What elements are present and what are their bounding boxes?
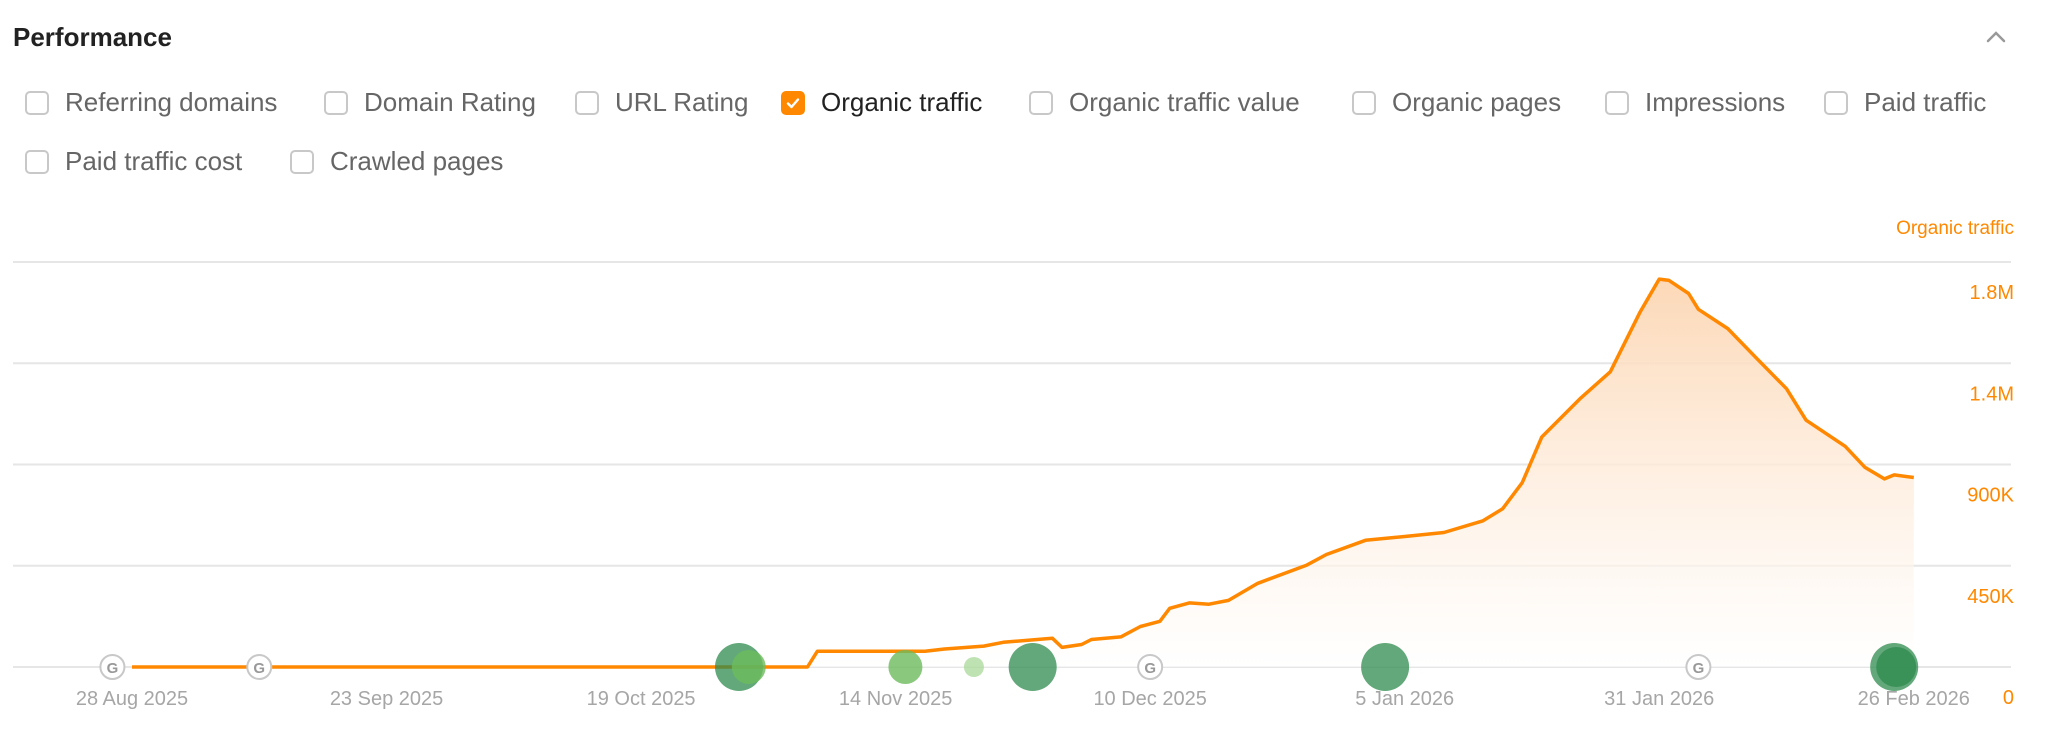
checkbox-icon[interactable] — [1605, 90, 1629, 115]
google-update-icon — [246, 654, 273, 680]
metric-label: Paid traffic cost — [65, 146, 243, 176]
section-title: Performance — [13, 22, 172, 52]
event-marker — [1876, 647, 1917, 687]
metric-checkbox-organic-traffic-value[interactable]: Organic traffic value — [1029, 87, 1300, 118]
metric-checkbox-paid-traffic[interactable]: Paid traffic — [1824, 87, 1986, 118]
metric-checkbox-paid-traffic-cost[interactable]: Paid traffic cost — [25, 146, 242, 177]
x-tick-label: 31 Jan 2026 — [1604, 688, 1714, 710]
x-tick-label: 28 Aug 2025 — [76, 688, 188, 710]
event-marker — [731, 650, 766, 684]
area-fill — [132, 279, 1914, 667]
x-tick-label: 26 Feb 2026 — [1858, 688, 1970, 710]
checkbox-icon[interactable] — [25, 149, 49, 174]
checkbox-icon[interactable] — [324, 90, 348, 115]
metric-label: Organic traffic — [821, 87, 983, 117]
event-marker — [1361, 643, 1410, 691]
google-g-glyph: G — [107, 660, 119, 677]
x-tick-label: 23 Sep 2025 — [330, 688, 443, 710]
checkbox-checked-icon[interactable] — [781, 90, 805, 115]
metric-label: Domain Rating — [364, 87, 536, 117]
checkbox-icon[interactable] — [1029, 90, 1053, 115]
y-tick-label: 1.8M — [1970, 282, 2014, 304]
metric-checkbox-domain-rating[interactable]: Domain Rating — [324, 87, 536, 118]
event-marker — [888, 650, 923, 684]
metric-checkbox-crawled-pages[interactable]: Crawled pages — [290, 146, 503, 177]
x-tick-label: 5 Jan 2026 — [1355, 688, 1454, 710]
chevron-up-icon[interactable] — [1983, 24, 2009, 50]
metric-label: Paid traffic — [1864, 87, 1987, 117]
checkbox-icon[interactable] — [290, 149, 314, 174]
series-line-organic-traffic — [132, 277, 1915, 669]
y-tick-label: 0 — [2003, 687, 2014, 709]
metric-checkbox-impressions[interactable]: Impressions — [1605, 87, 1785, 118]
y-axis-title: Organic traffic — [1896, 218, 2014, 239]
y-tick-label: 1.4M — [1970, 383, 2014, 405]
metric-label: Organic pages — [1392, 87, 1562, 117]
google-update-icon — [99, 654, 126, 680]
google-update-icon — [1137, 654, 1164, 680]
metric-label: Crawled pages — [330, 146, 504, 176]
event-marker — [963, 657, 984, 677]
checkmark-icon — [786, 97, 800, 108]
checkbox-icon[interactable] — [1824, 90, 1848, 115]
google-update-icon — [1685, 654, 1712, 680]
event-marker — [1008, 643, 1057, 691]
metric-checkbox-url-rating[interactable]: URL Rating — [575, 87, 748, 118]
y-tick-label: 450K — [1967, 586, 2014, 608]
metric-checkbox-organic-traffic[interactable]: Organic traffic — [781, 87, 982, 118]
y-tick-label: 900K — [1967, 485, 2014, 507]
x-tick-label: 19 Oct 2025 — [587, 688, 696, 710]
metric-label: Impressions — [1645, 87, 1786, 117]
checkbox-icon[interactable] — [25, 90, 49, 115]
google-g-glyph: G — [1144, 660, 1156, 677]
x-tick-label: 10 Dec 2025 — [1093, 688, 1206, 710]
metric-label: URL Rating — [615, 87, 749, 117]
metric-checkbox-organic-pages[interactable]: Organic pages — [1352, 87, 1561, 118]
metric-label: Referring domains — [65, 87, 278, 117]
google-g-glyph: G — [1693, 660, 1705, 677]
x-tick-label: 14 Nov 2025 — [839, 688, 952, 710]
metric-checkbox-referring-domains[interactable]: Referring domains — [25, 87, 277, 118]
checkbox-icon[interactable] — [575, 90, 599, 115]
metric-label: Organic traffic value — [1069, 87, 1300, 117]
checkbox-icon[interactable] — [1352, 90, 1376, 115]
google-g-glyph: G — [253, 660, 265, 677]
